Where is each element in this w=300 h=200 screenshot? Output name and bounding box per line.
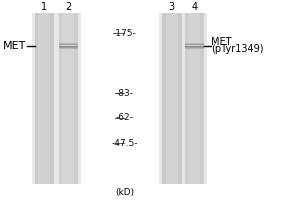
Text: MET: MET xyxy=(3,41,26,51)
Bar xyxy=(166,13,178,184)
Bar xyxy=(58,47,78,48)
Bar xyxy=(184,44,204,45)
Bar xyxy=(58,44,78,45)
Text: -47.5-: -47.5- xyxy=(111,138,138,148)
Bar xyxy=(162,13,182,184)
Text: MET: MET xyxy=(212,37,232,47)
Bar xyxy=(184,47,204,48)
Text: (pTyr1349): (pTyr1349) xyxy=(212,44,264,54)
Bar xyxy=(34,13,54,184)
Bar xyxy=(32,13,81,184)
Bar xyxy=(184,46,204,47)
Bar xyxy=(184,43,204,44)
Text: -62-: -62- xyxy=(116,114,134,122)
Bar xyxy=(58,46,78,47)
Text: 2: 2 xyxy=(65,2,71,12)
Bar xyxy=(58,43,78,44)
Text: -175-: -175- xyxy=(112,28,136,38)
Text: 3: 3 xyxy=(169,2,175,12)
Bar xyxy=(38,13,50,184)
Text: (kD): (kD) xyxy=(115,188,134,197)
Bar xyxy=(184,13,204,184)
Bar xyxy=(62,13,74,184)
Text: 4: 4 xyxy=(191,2,197,12)
Text: 1: 1 xyxy=(41,2,47,12)
Bar xyxy=(159,13,207,184)
Bar xyxy=(188,13,200,184)
Text: -83-: -83- xyxy=(116,88,134,98)
Bar xyxy=(58,13,78,184)
